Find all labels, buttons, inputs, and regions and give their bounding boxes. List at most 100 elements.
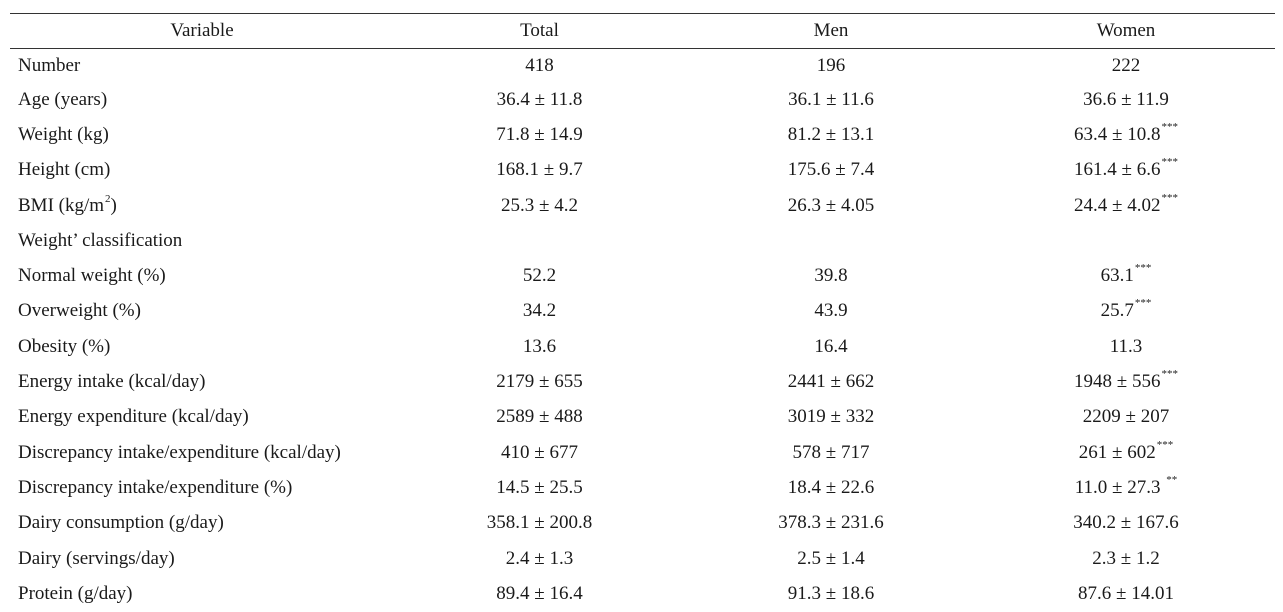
significance-marker: *** [1161, 191, 1178, 204]
cell-total: 13.6 [522, 335, 557, 357]
cell-men: 26.3 ± 4.05 [787, 194, 875, 216]
row-label-text: Dairy (servings/day) [18, 547, 175, 569]
table-row: Normal weight (%) 52.2 39.8 63.1*** [10, 258, 1275, 293]
row-label-suffix: ) [110, 194, 117, 216]
cell-men: 81.2 ± 13.1 [787, 123, 875, 145]
cell-women: 63.1*** [977, 258, 1275, 293]
cell-women-value: 261 ± 602 [1078, 441, 1156, 463]
table-row: Energy expenditure (kcal/day) 2589 ± 488 3… [10, 400, 1275, 435]
table-row: Weight (kg) 71.8 ± 14.9 81.2 ± 13.1 63.4 ± … [10, 117, 1275, 152]
cell-women: 11.3 [977, 329, 1275, 364]
table-row: Age (years) 36.4 ± 11.8 36.1 ± 11.6 36.6 ± … [10, 82, 1275, 117]
cell-women [977, 223, 1275, 258]
table-row: Dairy consumption (g/day) 358.1 ± 200.8 37… [10, 506, 1275, 541]
cell-women: 2.3 ± 1.2 [977, 541, 1275, 576]
cell-women-value: 87.6 ± 14.01 [1078, 582, 1174, 604]
data-table-container: Variable Total Men Women Number 418 196 222… [10, 13, 1275, 611]
row-label: Discrepancy intake/expenditure (%) [10, 470, 394, 505]
cell-men: 3019 ± 332 [787, 406, 875, 428]
row-label: Age (years) [10, 82, 394, 117]
cell-women: 161.4 ± 6.6*** [977, 153, 1275, 188]
table-row: Overweight (%) 34.2 43.9 25.7*** [10, 294, 1275, 329]
cell-total: 25.3 ± 4.2 [501, 194, 578, 216]
cell-men: 578 ± 717 [792, 441, 870, 463]
row-label: BMI (kg/m2) [10, 188, 394, 223]
cell-men: 2441 ± 662 [787, 371, 875, 393]
row-label-text: Energy intake (kcal/day) [18, 371, 206, 393]
cell-men: 36.1 ± 11.6 [788, 88, 874, 110]
cell-women: 261 ± 602*** [977, 435, 1275, 470]
table-row: Energy intake (kcal/day) 2179 ± 655 2441 ±… [10, 364, 1275, 399]
row-label-superscript: 2 [105, 192, 111, 205]
row-label: Height (cm) [10, 153, 394, 188]
row-label-text: Dairy consumption (g/day) [18, 512, 224, 534]
cell-total: 34.2 [522, 300, 557, 322]
cell-women-value: 222 [1111, 54, 1141, 76]
significance-marker: ** [1166, 473, 1178, 486]
cell-total: 71.8 ± 14.9 [496, 123, 583, 145]
significance-marker: *** [1161, 156, 1178, 169]
cell-men: 175.6 ± 7.4 [787, 159, 875, 181]
cell-women: 63.4 ± 10.8*** [977, 117, 1275, 152]
cell-total: 52.2 [522, 265, 557, 287]
row-label-text: Weight’ classification [18, 229, 183, 251]
table-row: Number 418 196 222 [10, 49, 1275, 83]
cell-men: 16.4 [814, 335, 848, 357]
cell-women-value: 36.6 ± 11.9 [1083, 88, 1169, 110]
cell-total: 2.4 ± 1.3 [505, 547, 574, 569]
cell-total: 410 ± 677 [501, 441, 578, 463]
significance-marker: *** [1134, 262, 1152, 275]
cell-women-value: 340.2 ± 167.6 [1073, 512, 1179, 534]
cell-total: 358.1 ± 200.8 [486, 512, 593, 534]
cell-men: 18.4 ± 22.6 [787, 476, 875, 498]
cell-women-value: 11.3 [1109, 335, 1143, 357]
significance-marker: *** [1156, 438, 1174, 451]
cell-men: 378.3 ± 231.6 [778, 512, 884, 534]
cell-women-value: 63.1 [1100, 265, 1134, 287]
table-row: Discrepancy intake/expenditure (kcal/day… [10, 435, 1275, 470]
row-label-text: BMI (kg/m [18, 194, 105, 216]
row-label-text: Normal weight (%) [18, 265, 166, 287]
table-row: Weight’ classification [10, 223, 1275, 258]
row-label: Obesity (%) [10, 329, 394, 364]
cell-women: 2209 ± 207 [977, 400, 1275, 435]
cell-women: 340.2 ± 167.6 [977, 506, 1275, 541]
row-label-text: Number [18, 54, 81, 76]
cell-women-value: 1948 ± 556 [1074, 371, 1161, 393]
cell-women: 87.6 ± 14.01 [977, 576, 1275, 611]
row-label: Weight’ classification [10, 223, 394, 258]
row-label-text: Obesity (%) [18, 335, 111, 357]
cell-women-value: 11.0 ± 27.3 [1074, 476, 1166, 498]
table-row: Dairy (servings/day) 2.4 ± 1.3 2.5 ± 1.4 2.… [10, 541, 1275, 576]
cell-women: 36.6 ± 11.9 [977, 82, 1275, 117]
cell-total: 36.4 ± 11.8 [496, 88, 583, 110]
cell-total: 14.5 ± 25.5 [496, 476, 583, 498]
row-label: Dairy consumption (g/day) [10, 506, 394, 541]
table-row: Protein (g/day) 89.4 ± 16.4 91.3 ± 18.6 87.… [10, 576, 1275, 611]
cell-women: 25.7*** [977, 294, 1275, 329]
cell-men [685, 223, 977, 258]
cell-total: 2589 ± 488 [496, 406, 583, 428]
row-label: Normal weight (%) [10, 258, 394, 293]
table-row: BMI (kg/m2) 25.3 ± 4.2 26.3 ± 4.05 24.4 ± 4… [10, 188, 1275, 223]
row-label: Protein (g/day) [10, 576, 394, 611]
significance-marker: *** [1134, 297, 1152, 310]
cell-men: 91.3 ± 18.6 [787, 582, 875, 604]
cell-men: 196 [816, 54, 846, 76]
row-label: Overweight (%) [10, 294, 394, 329]
row-label-text: Overweight (%) [18, 300, 141, 322]
cell-women-value: 24.4 ± 4.02 [1074, 194, 1161, 216]
table-header: Variable Total Men Women [10, 13, 1275, 49]
cell-women: 222 [977, 49, 1275, 83]
row-label-text: Protein (g/day) [18, 582, 133, 604]
cell-women-value: 25.7 [1100, 300, 1134, 322]
header-women: Women [1096, 20, 1156, 41]
header-row: Variable Total Men Women [10, 13, 1275, 49]
header-total: Total [520, 20, 559, 41]
table-body: Number 418 196 222 Age (years) 36.4 ± 11.8 36.… [10, 49, 1275, 612]
cell-men: 2.5 ± 1.4 [797, 547, 865, 569]
cell-women-value: 63.4 ± 10.8 [1074, 123, 1161, 145]
cell-total: 168.1 ± 9.7 [496, 159, 583, 181]
table-row: Height (cm) 168.1 ± 9.7 175.6 ± 7.4 161.4 ±… [10, 153, 1275, 188]
table-row: Obesity (%) 13.6 16.4 11.3 [10, 329, 1275, 364]
